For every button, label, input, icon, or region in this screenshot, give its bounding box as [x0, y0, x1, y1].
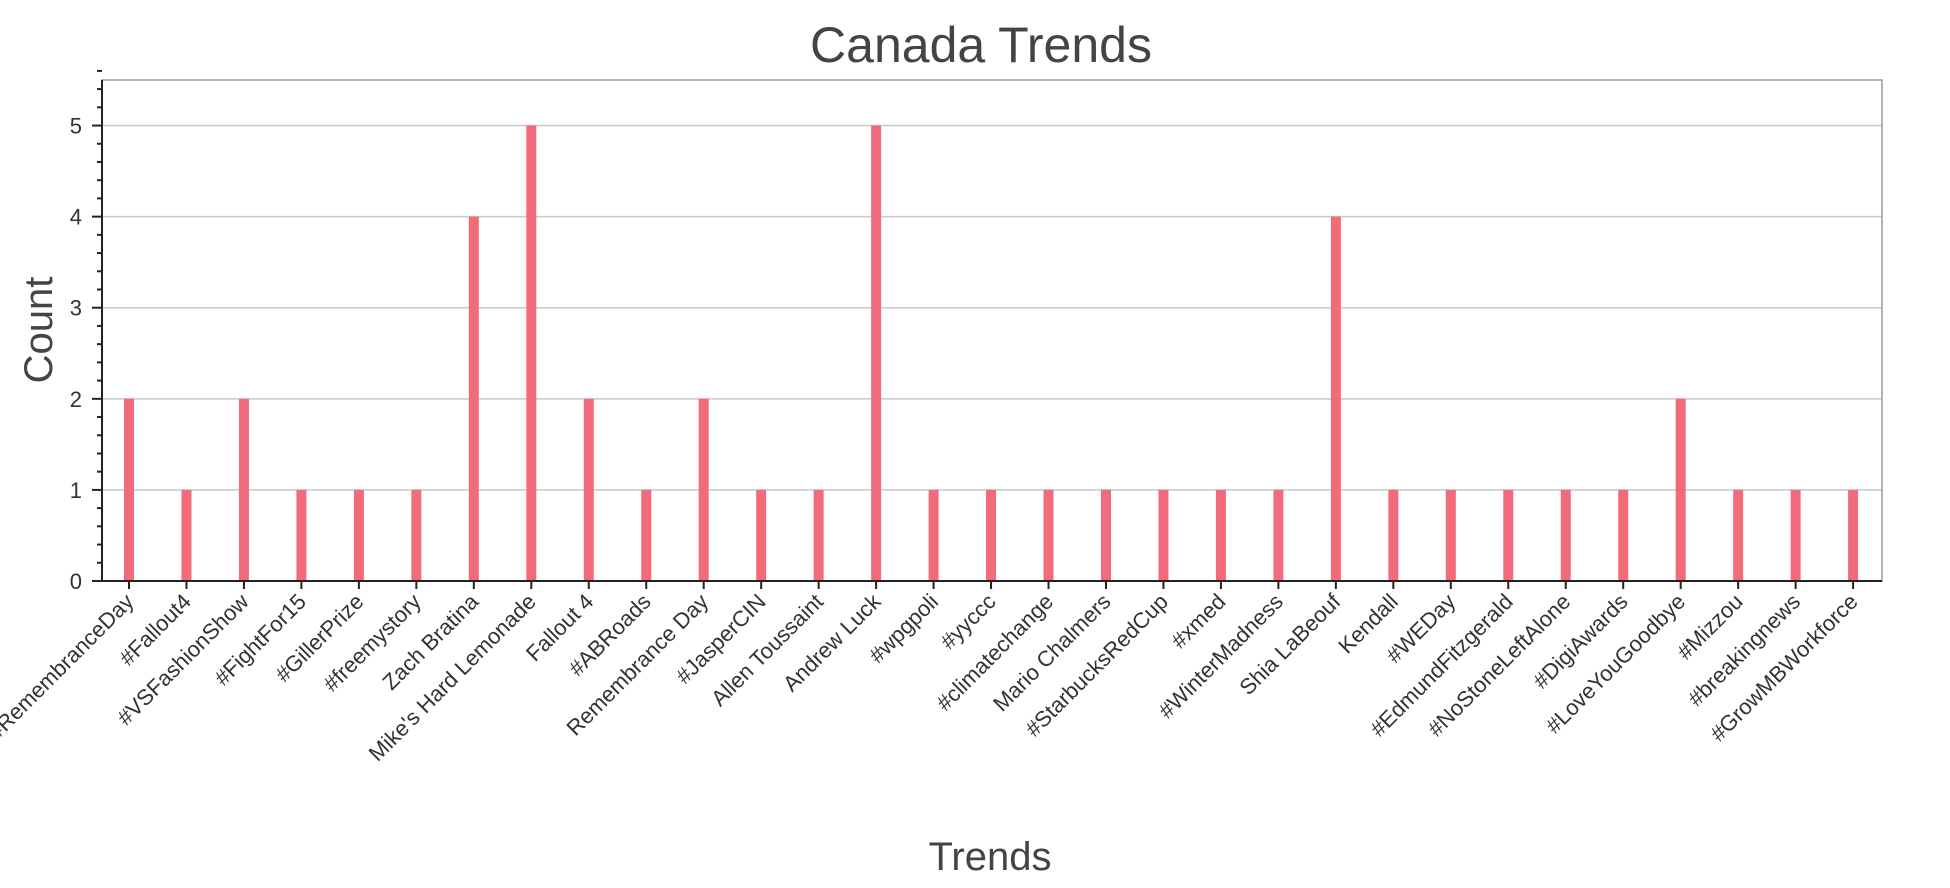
bar [353, 489, 364, 581]
bar [526, 125, 537, 581]
bar [928, 489, 939, 581]
bar [468, 216, 479, 582]
bar [1100, 489, 1111, 581]
bar [238, 398, 249, 581]
bar [1675, 398, 1686, 581]
bar [1733, 489, 1744, 581]
y-tick-label: 4 [70, 205, 82, 230]
y-axis-label: Count [17, 277, 61, 384]
y-tick-label: 5 [70, 114, 82, 139]
bar [1273, 489, 1284, 581]
x-tick-label: #RemembranceDay [0, 589, 139, 745]
bar [1330, 216, 1341, 582]
y-tick-labels: 0 1 2 3 4 5 [70, 114, 82, 594]
bar [1503, 489, 1514, 581]
bar [871, 125, 882, 581]
y-tick-label: 0 [70, 569, 82, 594]
bar [1215, 489, 1226, 581]
chart-title: Canada Trends [810, 17, 1152, 73]
bar [1560, 489, 1571, 581]
bar [813, 489, 824, 581]
bar [1790, 489, 1801, 581]
grid-lines [102, 124, 1882, 491]
bar [986, 489, 997, 581]
bar [756, 489, 767, 581]
bar [698, 398, 709, 581]
bars [124, 125, 1859, 582]
x-axis-label: Trends [928, 835, 1051, 879]
y-tick-label: 2 [70, 387, 82, 412]
bar [641, 489, 652, 581]
bar [1158, 489, 1169, 581]
x-tick-label: Shia LaBeouf [1234, 588, 1346, 700]
bar [1618, 489, 1629, 581]
bar [124, 398, 134, 581]
bar [1445, 489, 1456, 581]
axes [92, 69, 1883, 589]
bar [181, 489, 192, 581]
bar [296, 489, 307, 581]
y-tick-label: 3 [70, 296, 82, 321]
x-tick-labels: #RemembranceDay#Fallout4#VSFashionShow#F… [0, 588, 1863, 766]
bar [1043, 489, 1054, 581]
bar [411, 489, 422, 581]
bar [583, 398, 594, 581]
y-tick-label: 1 [70, 478, 82, 503]
bar [1388, 489, 1399, 581]
bar [1848, 489, 1859, 581]
